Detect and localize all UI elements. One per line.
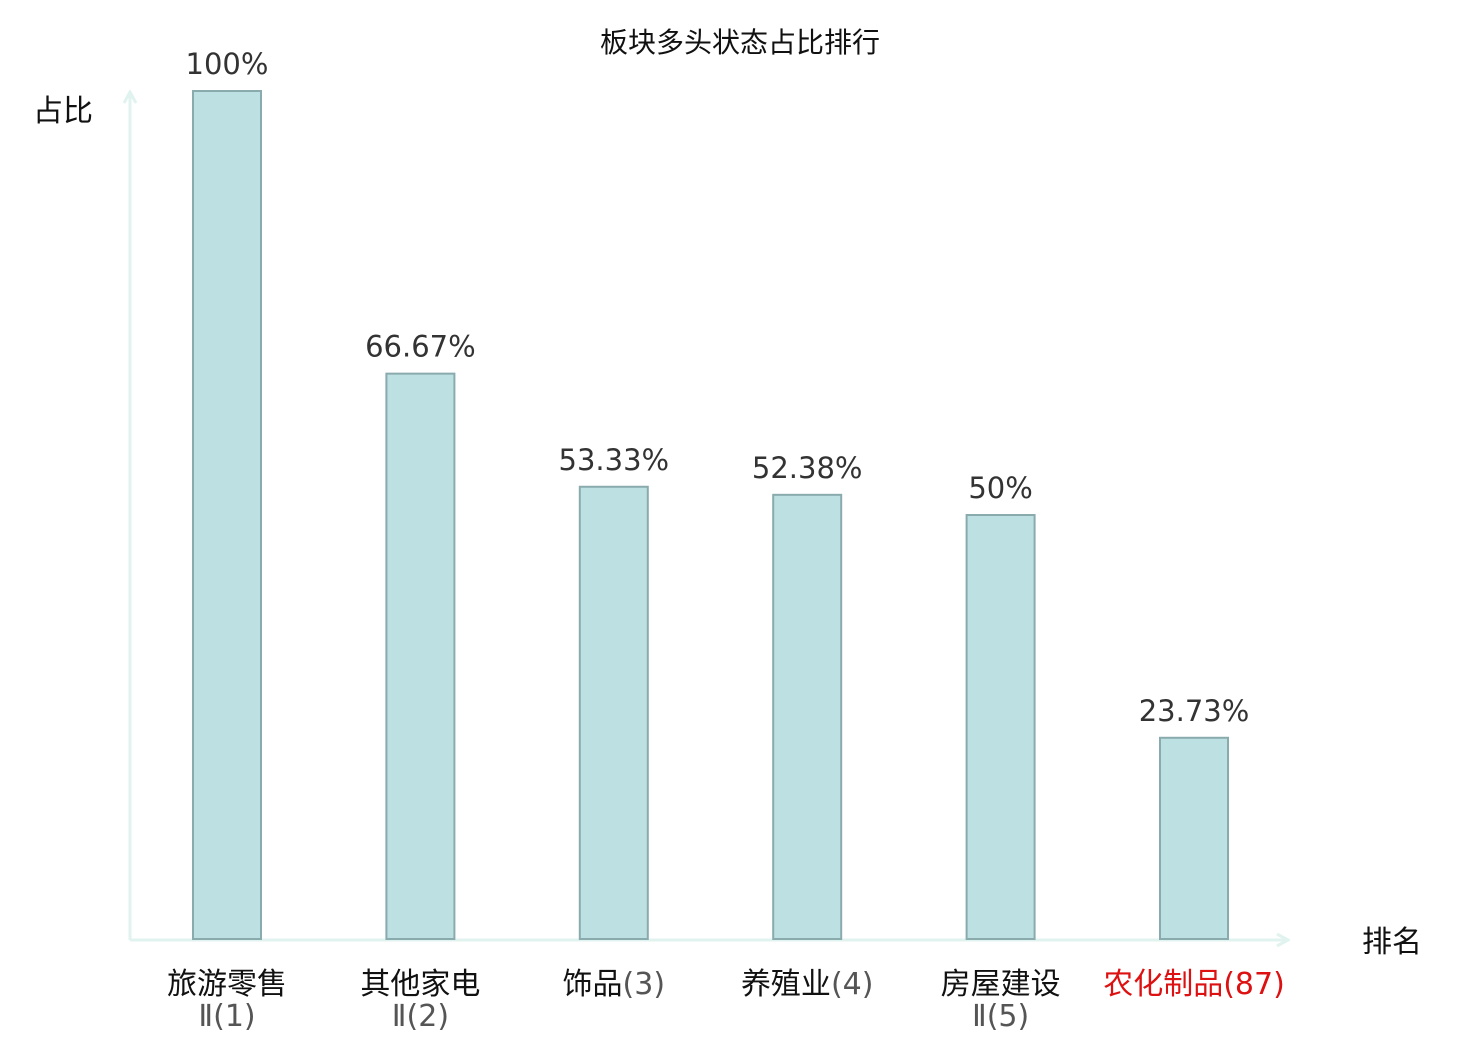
category-name: 旅游零售 xyxy=(167,967,287,1002)
chart-title: 板块多头状态占比排行 xyxy=(600,26,880,59)
category-rank: (5) xyxy=(987,999,1030,1034)
category-name: 农化制品 xyxy=(1103,967,1223,1002)
category-rank: (4) xyxy=(831,967,874,1002)
bar-1 xyxy=(192,90,262,940)
x-axis-label: 排名 xyxy=(1362,925,1422,960)
bar-4 xyxy=(772,493,843,940)
bar-6 xyxy=(1159,736,1229,940)
value-label-3: 53.33% xyxy=(559,443,670,477)
category-rank: (3) xyxy=(623,967,666,1002)
category-name: 养殖业 xyxy=(741,967,831,1002)
x-tick-label-2: 其他家电 xyxy=(360,967,480,1002)
bar-5 xyxy=(965,514,1036,940)
x-tick-label-line2-1: Ⅱ(1) xyxy=(198,999,255,1034)
x-tick-label-4: 养殖业(4) xyxy=(741,967,874,1002)
category-name: 饰品 xyxy=(563,967,623,1002)
x-tick-label-5: 房屋建设 xyxy=(941,967,1061,1002)
value-label-5: 50% xyxy=(968,471,1032,505)
y-axis-label: 占比 xyxy=(33,94,93,129)
category-rank: (2) xyxy=(407,999,450,1034)
category-rank: (1) xyxy=(213,999,256,1034)
category-name-suffix: Ⅱ xyxy=(972,999,987,1034)
category-rank: (87) xyxy=(1223,967,1285,1002)
x-tick-label-line2-5: Ⅱ(5) xyxy=(972,999,1029,1034)
x-tick-label-3: 饰品(3) xyxy=(563,967,666,1002)
x-tick-label-6: 农化制品(87) xyxy=(1103,967,1285,1002)
bars-group xyxy=(192,90,1229,940)
value-label-6: 23.73% xyxy=(1139,694,1250,728)
bar-2 xyxy=(385,372,456,940)
category-name-suffix: Ⅱ xyxy=(392,999,407,1034)
x-tick-label-1: 旅游零售 xyxy=(167,967,287,1002)
category-name: 房屋建设 xyxy=(941,967,1061,1002)
x-tick-label-line2-2: Ⅱ(2) xyxy=(392,999,449,1034)
value-label-1: 100% xyxy=(186,47,269,81)
bar-3 xyxy=(578,485,649,940)
value-labels-group: 100% 66.67% 53.33% 52.38% 50% 23.73% xyxy=(186,47,1250,728)
value-label-4: 52.38% xyxy=(752,451,863,485)
value-label-2: 66.67% xyxy=(365,330,476,364)
category-name: 其他家电 xyxy=(360,967,480,1002)
category-name-suffix: Ⅱ xyxy=(198,999,213,1034)
